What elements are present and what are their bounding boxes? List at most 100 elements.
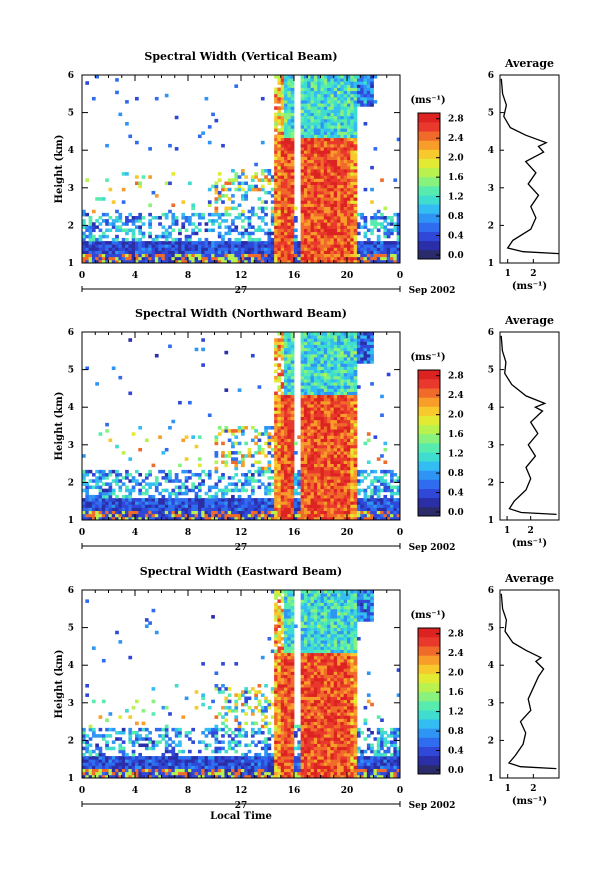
x-tick-label: 8 [185, 271, 191, 281]
average-y-tick-label: 1 [488, 516, 494, 526]
x-tick-label: 20 [341, 271, 354, 281]
colorbar-tick-label: 0.4 [448, 232, 464, 242]
colorbar-swatch [418, 506, 440, 517]
colorbar-swatch [418, 370, 440, 380]
average-x-label: (ms⁻¹) [512, 796, 547, 807]
average-y-tick-label: 5 [488, 624, 494, 634]
average-y-tick-label: 6 [488, 586, 494, 596]
average-profile-panel: 1 2 3 4 5 6 1 2 Average (ms⁻¹) [488, 314, 560, 549]
heatmap-cells [82, 332, 401, 521]
x-tick-label: 8 [185, 528, 191, 538]
day-label: 27 [235, 801, 248, 811]
colorbar: 0.0 0.4 0.8 1.2 1.6 2.0 2.4 2.8(ms⁻¹) [410, 352, 463, 518]
y-tick-label: 2 [68, 221, 74, 231]
x-tick-label: 12 [235, 528, 248, 538]
y-tick-label: 1 [68, 259, 74, 269]
colorbar-swatch [418, 682, 440, 693]
colorbar-tick-label: 1.2 [448, 450, 464, 460]
average-y-tick-label: 2 [488, 478, 494, 488]
colorbar-swatch [418, 664, 440, 674]
colorbar-tick-label: 0.8 [448, 727, 464, 737]
x-tick-label: 4 [132, 786, 138, 796]
day-label: 27 [235, 286, 248, 296]
average-frame [499, 331, 560, 521]
average-x-label: (ms⁻¹) [512, 281, 547, 292]
colorbar-tick-label: 0.0 [448, 508, 464, 518]
y-tick-label: 3 [68, 184, 74, 194]
colorbar-swatch [418, 479, 440, 489]
colorbar-tick-label: 2.0 [448, 154, 464, 164]
panel-title: Spectral Width (Vertical Beam) [144, 50, 337, 63]
colorbar-swatch [418, 379, 440, 389]
colorbar-swatch [418, 728, 440, 738]
average-y-tick-label: 4 [488, 403, 494, 413]
colorbar-tick-label: 2.4 [448, 391, 464, 401]
colorbar-swatch [418, 204, 440, 214]
colorbar-tick-label: 0.8 [448, 469, 464, 479]
colorbar-swatch [418, 140, 440, 150]
colorbar-tick-label: 2.0 [448, 669, 464, 679]
colorbar-tick-label: 2.0 [448, 411, 464, 421]
y-tick-label: 5 [68, 109, 74, 119]
y-tick-label: 2 [68, 736, 74, 746]
average-y-tick-label: 5 [488, 109, 494, 119]
average-y-tick-label: 1 [488, 259, 494, 269]
average-x-label: (ms⁻¹) [512, 538, 547, 549]
y-tick-label: 3 [68, 699, 74, 709]
colorbar-tick-label: 1.6 [448, 688, 464, 698]
colorbar-swatch [418, 701, 440, 711]
colorbar-swatch [418, 249, 440, 260]
colorbar-swatch [418, 397, 440, 407]
colorbar: 0.0 0.4 0.8 1.2 1.6 2.0 2.4 2.8(ms⁻¹) [410, 610, 463, 776]
colorbar-swatch [418, 755, 440, 766]
colorbar-swatch [418, 433, 440, 444]
colorbar-tick-label: 0.0 [448, 251, 464, 261]
colorbar-swatch [418, 461, 440, 471]
x-tick-label: 0 [79, 528, 85, 538]
average-y-tick-label: 6 [488, 328, 494, 338]
average-title: Average [504, 572, 554, 585]
y-tick-label: 3 [68, 441, 74, 451]
colorbar-tick-label: 1.2 [448, 193, 464, 203]
average-x-tick-label: 1 [505, 784, 511, 794]
y-tick-label: 6 [68, 71, 74, 81]
colorbar-unit: (ms⁻¹) [410, 95, 445, 106]
colorbar-tick-label: 1.6 [448, 173, 464, 183]
colorbar-swatch [418, 691, 440, 702]
x-tick-label: 12 [235, 271, 248, 281]
colorbar-swatch [418, 406, 440, 416]
y-tick-label: 1 [68, 774, 74, 784]
average-x-tick-label: 1 [504, 526, 510, 536]
average-y-tick-label: 6 [488, 71, 494, 81]
y-tick-label: 5 [68, 366, 74, 376]
y-tick-label: 4 [68, 661, 74, 671]
colorbar-swatch [418, 415, 440, 426]
average-title: Average [504, 57, 554, 70]
panel-title: Spectral Width (Eastward Beam) [140, 565, 342, 578]
colorbar-swatch [418, 628, 440, 638]
average-y-tick-label: 4 [488, 146, 494, 156]
y-tick-label: 1 [68, 516, 74, 526]
colorbar-frame [417, 369, 441, 517]
colorbar-swatch [418, 646, 440, 656]
colorbar-swatch [418, 240, 440, 251]
x-tick-label: 8 [185, 786, 191, 796]
heatmap-cells [82, 590, 401, 779]
x-tick-label: 0 [397, 528, 403, 538]
colorbar-swatch [418, 388, 440, 398]
x-tick-label: 4 [132, 271, 138, 281]
average-x-tick-label: 2 [530, 784, 536, 794]
colorbar-swatch [418, 719, 440, 729]
colorbar-swatch [418, 488, 440, 499]
colorbar-frame [417, 112, 441, 260]
x-tick-label: 0 [397, 786, 403, 796]
x-tick-label: 16 [288, 271, 301, 281]
average-y-tick-label: 3 [488, 184, 494, 194]
x-axis-label: Local Time [210, 811, 272, 822]
colorbar-tick-label: 1.6 [448, 430, 464, 440]
day-label: 27 [235, 543, 248, 553]
colorbar-tick-label: 2.8 [448, 372, 464, 382]
colorbar-tick-label: 2.4 [448, 649, 464, 659]
colorbar-tick-label: 1.2 [448, 708, 464, 718]
